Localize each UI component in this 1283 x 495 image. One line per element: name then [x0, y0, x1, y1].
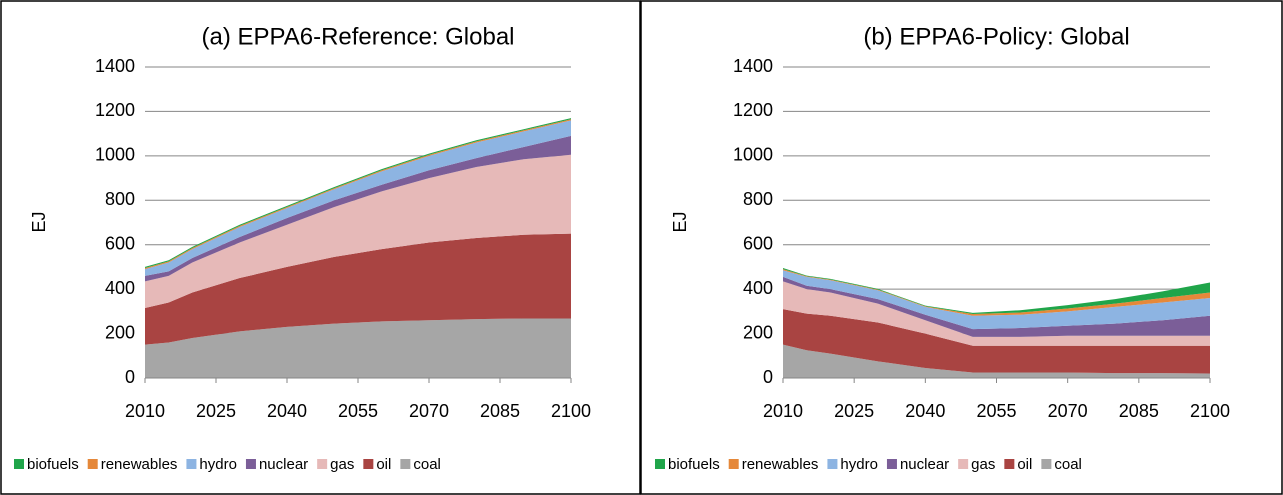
y-tick-label: 1000 [733, 145, 773, 165]
y-axis-label: EJ [29, 211, 49, 232]
chart-title: (b) EPPA6-Policy: Global [863, 23, 1129, 50]
x-tick-label: 2085 [1119, 401, 1159, 421]
legend-label: nuclear [259, 456, 308, 473]
x-tick-label: 2100 [551, 401, 591, 421]
legend-label: biofuels [27, 456, 79, 473]
y-tick-label: 1200 [95, 100, 135, 120]
y-tick-label: 200 [105, 322, 135, 342]
legend-label: biofuels [668, 456, 720, 473]
x-tick-label: 2010 [125, 401, 165, 421]
legend-label: oil [1017, 456, 1032, 473]
legend-swatch [1041, 459, 1052, 469]
legend-swatch [14, 459, 24, 469]
legend-label: hydro [199, 456, 237, 473]
area [145, 233, 571, 345]
x-tick-label: 2055 [338, 401, 378, 421]
legend-swatch [363, 459, 374, 469]
legend-swatch [400, 459, 411, 469]
legend-label: renewables [742, 456, 819, 473]
x-tick-label: 2070 [1048, 401, 1088, 421]
legend-label: coal [1054, 456, 1082, 473]
y-axis-label: EJ [670, 211, 690, 232]
area [145, 135, 571, 282]
legend-swatch [245, 459, 256, 469]
area [783, 309, 1210, 374]
area [145, 120, 571, 276]
y-tick-label: 1400 [733, 56, 773, 76]
y-tick-label: 1000 [95, 145, 135, 165]
legend-label: hydro [840, 456, 878, 473]
y-tick-label: 400 [105, 278, 135, 298]
y-tick-label: 1200 [733, 100, 773, 120]
area [783, 268, 1210, 315]
x-tick-label: 2025 [196, 401, 236, 421]
x-tick-label: 2100 [1190, 401, 1230, 421]
legend-swatch [1004, 459, 1015, 469]
area [145, 154, 571, 309]
legend-label: nuclear [900, 456, 949, 473]
legend-swatch [186, 459, 197, 469]
panel-border [0, 0, 641, 495]
area [783, 344, 1210, 378]
area [145, 318, 571, 378]
x-tick-label: 2070 [409, 401, 449, 421]
legend-swatch [827, 459, 838, 469]
legend-label: oil [376, 456, 391, 473]
area [783, 281, 1210, 346]
y-tick-label: 0 [763, 367, 773, 387]
area [783, 276, 1210, 337]
y-tick-label: 400 [743, 278, 773, 298]
legend-swatch [87, 459, 98, 469]
y-tick-label: 800 [743, 189, 773, 209]
x-tick-label: 2085 [480, 401, 520, 421]
chart-title: (a) EPPA6-Reference: Global [201, 23, 514, 50]
legend-swatch [317, 459, 328, 469]
y-tick-label: 800 [105, 189, 135, 209]
y-tick-label: 1400 [95, 56, 135, 76]
legend-label: coal [413, 456, 441, 473]
x-tick-label: 2025 [834, 401, 874, 421]
x-tick-label: 2040 [267, 401, 307, 421]
panel-border [640, 0, 1283, 495]
y-tick-label: 600 [105, 233, 135, 253]
y-tick-label: 0 [125, 367, 135, 387]
y-tick-label: 600 [743, 233, 773, 253]
legend-label: gas [330, 456, 354, 473]
legend-swatch [728, 459, 739, 469]
x-tick-label: 2040 [905, 401, 945, 421]
legend-swatch [958, 459, 969, 469]
legend-label: renewables [101, 456, 178, 473]
area [783, 270, 1210, 330]
x-tick-label: 2010 [763, 401, 803, 421]
y-tick-label: 200 [743, 322, 773, 342]
x-tick-label: 2055 [976, 401, 1016, 421]
legend-swatch [886, 459, 897, 469]
legend-swatch [655, 459, 665, 469]
legend-label: gas [971, 456, 995, 473]
